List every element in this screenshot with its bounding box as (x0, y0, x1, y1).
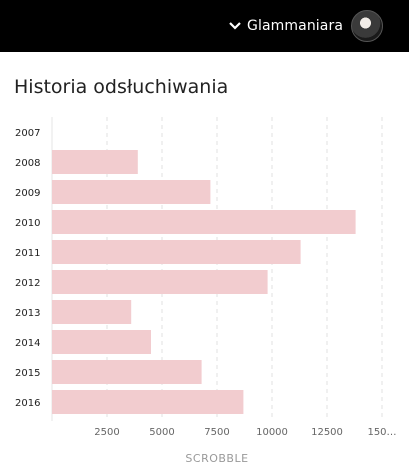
user-menu[interactable]: Glammaniara (227, 0, 409, 52)
bar-2013[interactable] (52, 300, 132, 324)
y-tick-label: 2010 (15, 218, 40, 229)
chevron-down-icon[interactable] (227, 18, 243, 34)
bar-2016[interactable] (52, 390, 244, 414)
y-tick-label: 2014 (15, 338, 40, 349)
y-tick-label: 2013 (15, 308, 40, 319)
bar-2012[interactable] (52, 270, 268, 294)
x-tick-label: 7500 (204, 427, 229, 438)
y-tick-label: 2011 (15, 248, 40, 259)
bar-2010[interactable] (52, 210, 356, 234)
bar-2015[interactable] (52, 360, 202, 384)
bar-2009[interactable] (52, 180, 211, 204)
scrobble-history-chart: 2007 2008 2009 2010 2011 2012 2013 2014 2015 2016… (15, 117, 397, 465)
x-tick-label: 12500 (311, 427, 343, 438)
y-tick-label: 2012 (15, 278, 40, 289)
bar-2008[interactable] (52, 150, 138, 174)
y-tick-label: 2016 (15, 398, 40, 409)
top-bar: Glammaniara (0, 0, 409, 52)
section-title: Historia odsłuchiwania (14, 76, 229, 98)
bar-2014[interactable] (52, 330, 151, 354)
y-tick-label: 2008 (15, 158, 40, 169)
bar-2011[interactable] (52, 240, 301, 264)
x-tick-label: 2500 (94, 427, 119, 438)
y-tick-label: 2007 (15, 128, 40, 139)
y-tick-label: 2009 (15, 188, 40, 199)
y-tick-label: 2015 (15, 368, 40, 379)
x-tick-label: 5000 (149, 427, 174, 438)
username[interactable]: Glammaniara (247, 18, 343, 34)
x-tick-label: 10000 (256, 427, 288, 438)
avatar[interactable] (351, 10, 383, 42)
x-axis-label: SCROBBLE (185, 452, 248, 465)
x-tick-label: 150… (367, 427, 396, 438)
